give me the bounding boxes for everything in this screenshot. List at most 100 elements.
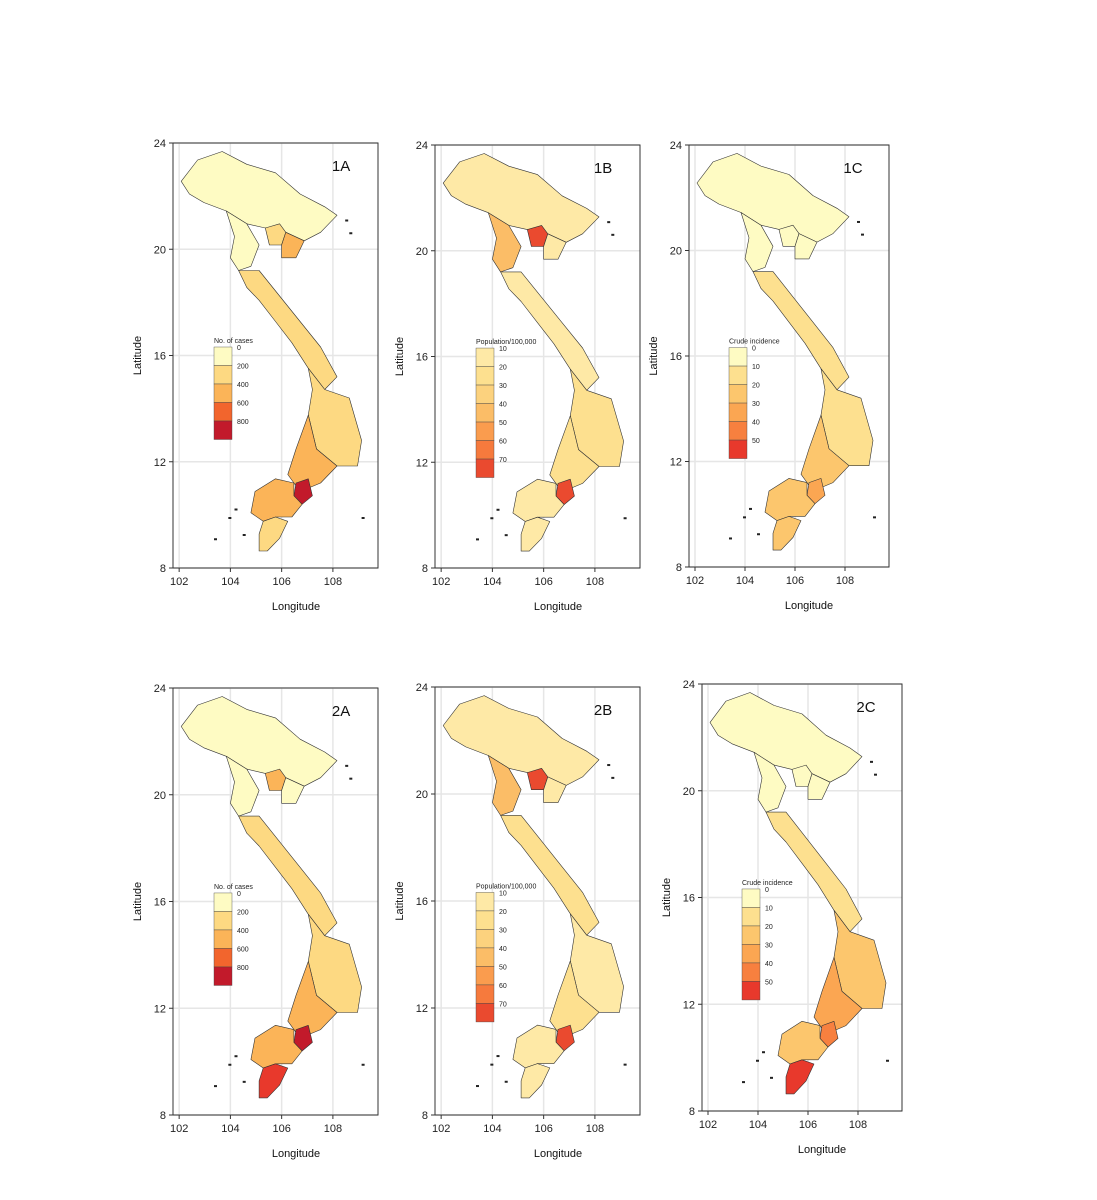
x-tick-label: 104 (221, 1123, 239, 1135)
x-tick-label: 102 (170, 576, 188, 588)
legend-swatch (728, 402, 748, 422)
legend-title: Population/100,000 (476, 339, 536, 346)
y-tick-label: 24 (683, 679, 695, 691)
region-north-mid (226, 210, 260, 271)
island-marker (228, 517, 232, 519)
y-tick-label: 24 (416, 140, 428, 152)
island-marker (762, 1051, 765, 1054)
y-tick-label: 24 (670, 140, 682, 152)
legend-swatch (213, 402, 233, 422)
island-marker (228, 1063, 232, 1066)
legend-label: 30 (499, 383, 507, 390)
region-mekong (512, 1024, 565, 1069)
region-north (180, 696, 338, 787)
x-tick-label: 106 (534, 1123, 552, 1135)
y-tick-label: 8 (422, 1110, 428, 1122)
island-marker (214, 538, 217, 541)
map-panel-1c: 102 104 106 108 24 20 16 12 8 Longitude Latitude 1C… (648, 140, 890, 612)
x-tick-label: 106 (272, 576, 290, 588)
legend-label: 0 (765, 887, 769, 894)
island-marker (361, 517, 365, 519)
region-delta (543, 776, 567, 803)
island-marker (874, 773, 877, 776)
legend-label: 0 (237, 345, 241, 352)
island-marker (729, 537, 732, 540)
panel-label: 2B (594, 702, 612, 719)
region-mekong (764, 478, 816, 521)
region-highlands (833, 909, 887, 1009)
legend-swatch (475, 984, 495, 1004)
legend-title: Crude incidence (729, 339, 780, 346)
y-tick-label: 16 (154, 897, 166, 909)
legend-swatch (475, 421, 495, 441)
x-tick-label: 108 (324, 1123, 342, 1135)
legend-label: 30 (499, 927, 507, 934)
y-tick-label: 16 (416, 352, 428, 364)
region-north-mid (740, 212, 774, 272)
legend-label: 50 (499, 420, 507, 427)
region-north (442, 695, 600, 786)
legend-swatch (741, 962, 761, 982)
island-marker (861, 233, 864, 236)
x-tick-label: 104 (483, 1123, 501, 1135)
island-marker (756, 1059, 759, 1062)
island-marker (349, 232, 353, 235)
legend-swatch (475, 910, 495, 930)
island-marker (476, 1085, 479, 1088)
legend-label: 30 (752, 401, 760, 408)
panel-label: 1A (332, 158, 350, 175)
y-tick-label: 16 (154, 351, 166, 363)
panel-label: 2C (856, 699, 875, 716)
island-marker (607, 221, 611, 224)
legend-label: 40 (765, 961, 773, 968)
y-axis-title: Latitude (132, 336, 144, 375)
y-tick-label: 24 (154, 138, 166, 150)
legend-title: No. of cases (214, 338, 253, 345)
island-marker (857, 220, 860, 223)
x-tick-label: 106 (799, 1119, 817, 1131)
region-mekong-south (520, 1063, 551, 1099)
legend-title: Crude incidence (742, 880, 793, 887)
island-marker (770, 1076, 773, 1079)
legend-label: 600 (237, 946, 249, 953)
legend-title: Population/100,000 (476, 883, 536, 890)
x-axis-title: Longitude (534, 601, 582, 613)
legend-swatch (728, 347, 748, 367)
panel-label: 1C (843, 160, 862, 177)
legend-swatch (741, 925, 761, 945)
x-tick-label: 108 (586, 1123, 604, 1135)
island-marker (490, 1063, 494, 1066)
legend-swatch (213, 911, 233, 931)
legend-label: 200 (237, 364, 249, 371)
region-delta (281, 777, 305, 804)
legend-swatch (475, 892, 495, 912)
legend-label: 40 (499, 946, 507, 953)
x-axis-title: Longitude (272, 1148, 320, 1160)
island-marker (476, 538, 479, 541)
y-tick-label: 24 (154, 683, 166, 695)
legend-label: 60 (499, 439, 507, 446)
region-hcmc (293, 478, 313, 505)
island-marker (504, 534, 508, 537)
y-axis-title: Latitude (661, 878, 673, 917)
legend-label: 50 (499, 964, 507, 971)
region-hcmc (555, 1024, 575, 1052)
region-north (180, 151, 338, 242)
y-tick-label: 12 (416, 1003, 428, 1015)
legend-swatch (475, 929, 495, 949)
legend-label: 200 (237, 909, 249, 916)
x-tick-label: 108 (836, 575, 854, 587)
region-hcmc (819, 1020, 839, 1048)
island-marker (623, 1063, 627, 1066)
island-marker (749, 507, 752, 510)
x-axis-title: Longitude (272, 601, 320, 613)
region-mekong-south (258, 1063, 289, 1099)
map-panel-1a: 102 104 106 108 24 20 16 12 8 Longitude Latitude 1A… (132, 138, 379, 613)
island-marker (242, 534, 246, 536)
legend-label: 10 (765, 905, 773, 912)
island-marker (349, 777, 353, 780)
